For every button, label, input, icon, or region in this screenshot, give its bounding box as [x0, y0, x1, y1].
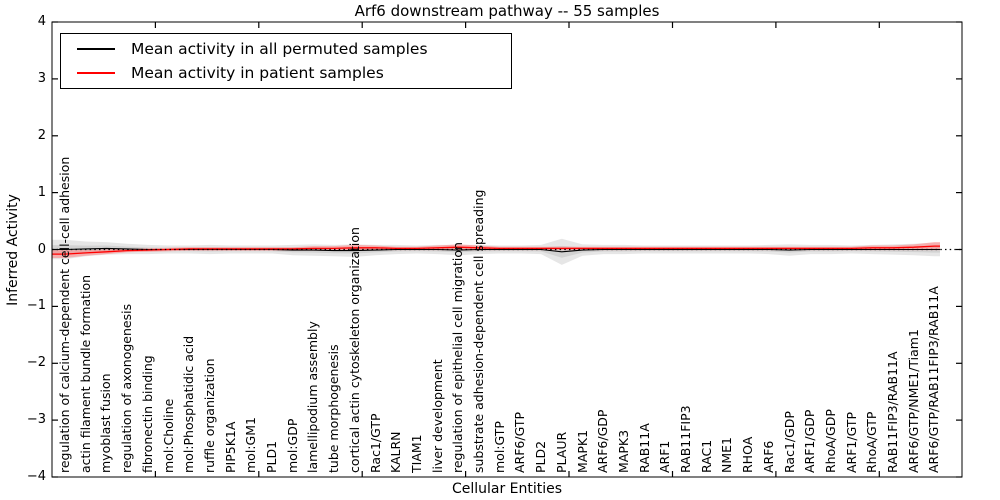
- x-tick-label: RAB11A: [636, 423, 652, 473]
- x-tick-label: RhoA/GTP: [864, 411, 880, 473]
- x-tick-label: ARF1: [657, 440, 673, 473]
- x-tick-label: ARF6/GTP/RAB11FIP3/RAB11A: [926, 286, 942, 473]
- legend-label-patient: Mean activity in patient samples: [131, 64, 384, 82]
- x-tick-label: MAPK3: [615, 429, 631, 473]
- x-tick-label: TIAM1: [408, 434, 424, 473]
- x-tick-label: lamellipodium assembly: [305, 321, 321, 473]
- x-tick-label: substrate adhesion-dependent cell spread…: [471, 189, 486, 473]
- y-tick-label: 1: [37, 184, 46, 200]
- x-tick-label: PLD1: [264, 440, 279, 473]
- legend: Mean activity in all permuted samples Me…: [60, 33, 512, 89]
- x-tick-label: regulation of calcium-dependent cell-cel…: [57, 156, 72, 473]
- legend-item-permuted: Mean activity in all permuted samples: [67, 37, 505, 61]
- y-tick-label: 2: [37, 127, 46, 143]
- x-tick-label: fibronectin binding: [139, 355, 155, 473]
- x-tick-label: ARF6/GTP/NME1/Tiam1: [905, 329, 921, 473]
- x-tick-label: mol:Phosphatidic acid: [181, 335, 197, 473]
- x-tick-label: ruffle organization: [201, 358, 217, 473]
- x-tick-label: NME1: [719, 437, 735, 473]
- y-tick-label: −3: [26, 412, 46, 428]
- x-tick-label: cortical actin cytoskeleton organization: [346, 227, 362, 473]
- x-tick-label: ARF6/GDP: [595, 409, 611, 473]
- x-tick-label: myoblast fusion: [98, 373, 114, 473]
- x-tick-label: mol:GDP: [284, 418, 300, 473]
- x-tick-label: RHOA: [740, 436, 756, 473]
- permuted-band-outer: [52, 238, 940, 265]
- y-tick-label: 4: [37, 14, 46, 29]
- patient-mean-line: [52, 245, 940, 255]
- x-tick-label: ARF6: [760, 440, 776, 473]
- x-tick-label: regulation of epithelial cell migration: [450, 242, 466, 473]
- y-tick-label: −4: [26, 469, 46, 484]
- x-tick-label: actin filament bundle formation: [77, 274, 93, 473]
- legend-item-patient: Mean activity in patient samples: [67, 61, 505, 85]
- x-tick-label: mol:GM1: [243, 417, 259, 473]
- x-tick-label: PLD2: [533, 440, 549, 473]
- y-tick-label: 3: [37, 70, 46, 86]
- x-tick-label: mol:GTP: [491, 421, 507, 473]
- x-axis-label: Cellular Entities: [451, 481, 563, 497]
- x-tick-label: regulation of axonogenesis: [119, 303, 135, 473]
- x-tick-label: ARF1/GTP: [843, 411, 859, 473]
- x-tick-label: liver development: [429, 359, 445, 473]
- patient-line-sample-icon: [77, 72, 115, 74]
- chart-title: Arf6 downstream pathway -- 55 samples: [354, 2, 660, 20]
- x-tick-label: RAC1: [698, 439, 714, 473]
- x-tick-label: mol:Choline: [160, 398, 176, 473]
- y-tick-label: −2: [26, 355, 46, 371]
- x-tick-label: Rac1/GDP: [781, 411, 797, 473]
- x-tick-label: RAB11FIP3/RAB11A: [885, 351, 900, 473]
- x-tick-label: RhoA/GDP: [822, 409, 838, 473]
- x-tick-label: PIP5K1A: [222, 421, 238, 473]
- y-tick-label: −1: [26, 298, 46, 314]
- x-tick-label: ARF6/GTP: [512, 411, 528, 473]
- y-tick-label: 0: [37, 241, 46, 257]
- x-tick-label: RAB11FIP3: [678, 405, 693, 473]
- x-tick-label: PLAUR: [553, 431, 569, 473]
- x-tick-label: KALRN: [388, 431, 404, 473]
- x-tick-label: MAPK1: [574, 429, 590, 473]
- x-tick-label: Rac1/GTP: [367, 413, 383, 473]
- legend-label-permuted: Mean activity in all permuted samples: [131, 40, 428, 58]
- permuted-line-sample-icon: [77, 48, 115, 50]
- x-tick-label: tube morphogenesis: [326, 344, 342, 473]
- x-tick-label: ARF1/GDP: [802, 409, 818, 473]
